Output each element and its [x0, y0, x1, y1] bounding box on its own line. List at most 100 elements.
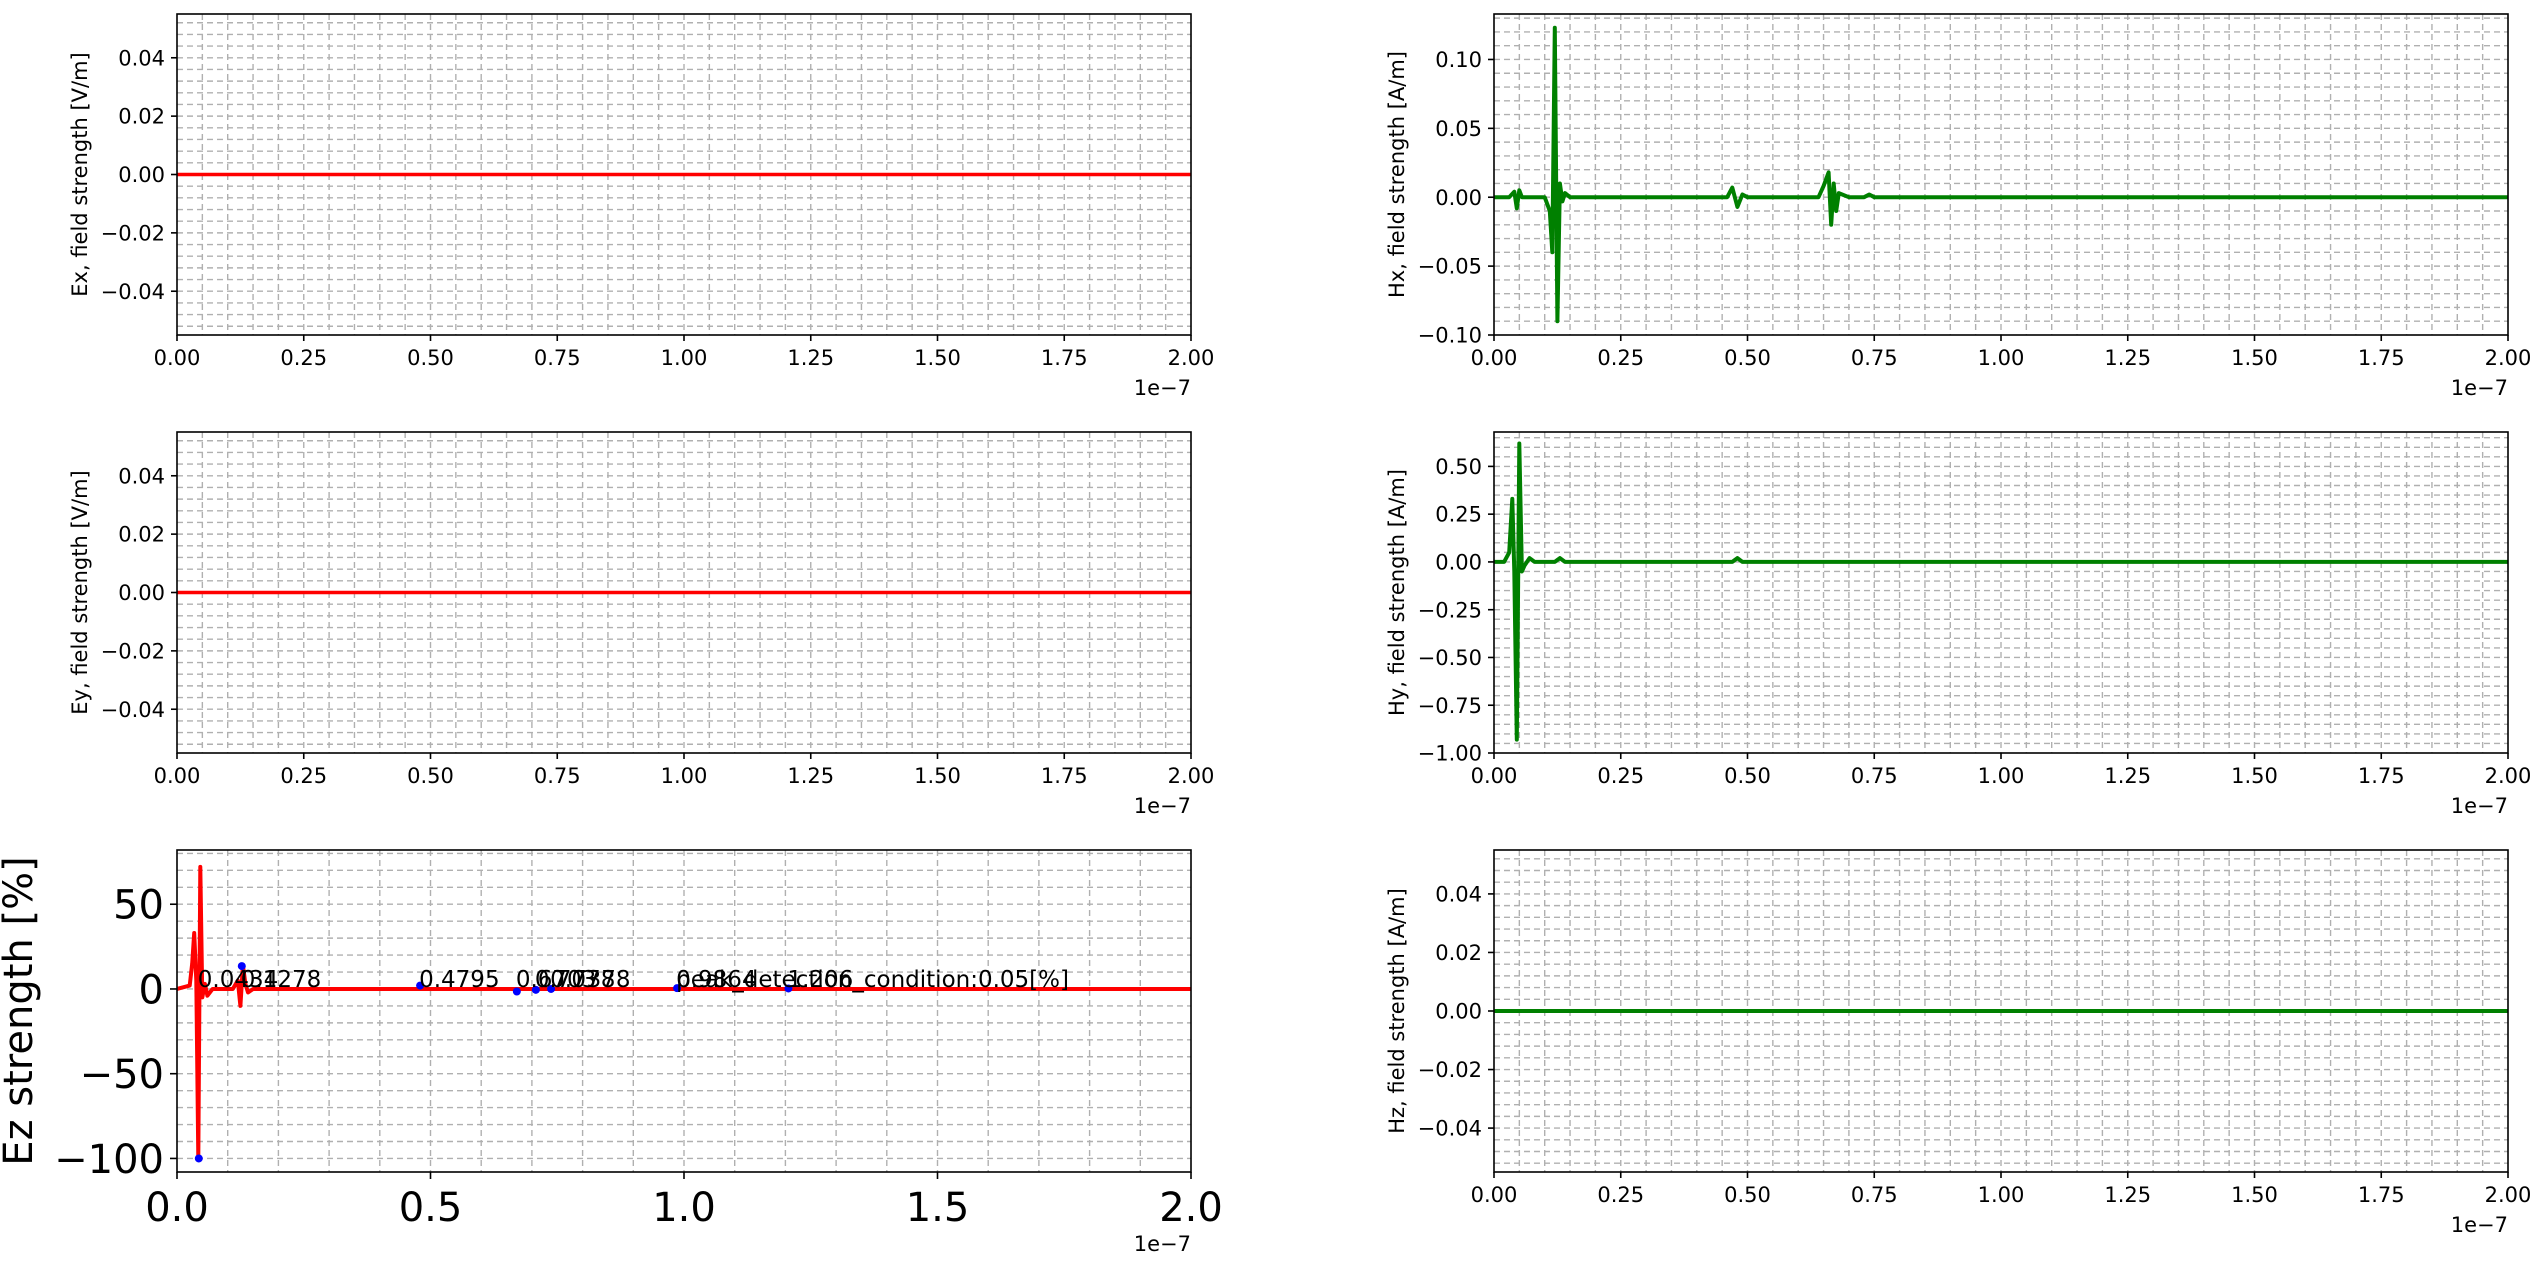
hy-x-tick-label: 2.00: [2485, 764, 2532, 788]
hy-y-tick-label: 0.50: [1435, 455, 1482, 479]
ey-x-tick-label: 2.00: [1168, 764, 1215, 788]
ex-y-axis-label: Ex, field strength [V/m]: [68, 52, 92, 296]
ez-peak-marker: [531, 985, 540, 994]
ez-x-tick-label: 1.0: [652, 1185, 716, 1231]
ez-series-line-0: [177, 864, 1191, 1161]
ex-x-tick-label: 1.00: [661, 346, 708, 370]
ez-peak-annotation: peak_detection_condition:0.05[%]: [676, 967, 1069, 993]
ey-x-tick-label: 0.00: [154, 764, 201, 788]
ey-x-offset-label: 1e−7: [1134, 794, 1191, 818]
hx-y-tick-label: 0.05: [1435, 117, 1482, 141]
ex-panel: 0.00 0.25 0.50 0.75 1.00 1.25 1.50 1.75 2.00 −0.0…: [68, 13, 1215, 400]
hz-x-tick-label: 1.75: [2358, 1183, 2405, 1207]
ez-peak-marker: [673, 984, 682, 993]
hx-panel: 0.00 0.25 0.50 0.75 1.00 1.25 1.50 1.75 2.00 −0.1…: [1385, 13, 2532, 400]
ex-x-tick-label: 2.00: [1168, 346, 1215, 370]
ex-y-tick-label: −0.04: [101, 280, 165, 304]
ey-y-tick-label: 0.02: [118, 523, 165, 547]
ex-x-tick-label: 1.75: [1041, 346, 1088, 370]
hx-x-tick-label: 2.00: [2485, 346, 2532, 370]
hy-y-tick-label: −1.00: [1418, 742, 1482, 766]
ex-x-tick-label: 1.50: [914, 346, 961, 370]
ez-peak-annotation: 0.9864: [676, 967, 756, 993]
ey-y-tick-label: −0.04: [101, 698, 165, 722]
hy-y-tick-label: −0.75: [1418, 694, 1482, 718]
hz-x-tick-label: 1.00: [1978, 1183, 2025, 1207]
ey-x-tick-label: 0.25: [280, 764, 327, 788]
ez-peak-annotation: 0.6703: [516, 967, 596, 993]
ex-y-tick-label: 0.02: [118, 105, 165, 129]
hx-y-tick-label: 0.10: [1435, 48, 1482, 72]
hy-y-tick-label: 0.00: [1435, 550, 1482, 574]
hy-series-line-0: [1494, 441, 2508, 742]
hx-y-tick-label: −0.10: [1418, 324, 1482, 348]
ey-x-tick-label: 0.75: [534, 764, 581, 788]
ex-x-offset-label: 1e−7: [1134, 376, 1191, 400]
ey-panel: 0.00 0.25 0.50 0.75 1.00 1.25 1.50 1.75 2.00 −0.0…: [68, 431, 1215, 818]
hx-series-line-0: [1494, 25, 2508, 324]
hz-x-tick-label: 0.25: [1597, 1183, 1644, 1207]
hz-y-tick-label: 0.00: [1435, 1000, 1482, 1024]
hz-x-tick-label: 0.75: [1851, 1183, 1898, 1207]
ez-peak-annotation: 0.4795: [419, 967, 499, 993]
hx-grid: [1494, 14, 2508, 335]
ey-x-tick-label: 1.50: [914, 764, 961, 788]
ey-y-tick-label: −0.02: [101, 639, 165, 663]
hy-x-tick-label: 1.75: [2358, 764, 2405, 788]
hy-x-tick-label: 1.50: [2231, 764, 2278, 788]
hz-y-tick-label: −0.02: [1418, 1058, 1482, 1082]
ez-peak-marker: [547, 984, 556, 993]
hy-x-tick-label: 0.75: [1851, 764, 1898, 788]
ez-x-tick-label: 0.5: [399, 1185, 463, 1231]
ez-peak-marker: [784, 984, 793, 993]
ez-peak-marker: [194, 1154, 203, 1163]
ey-x-tick-label: 1.75: [1041, 764, 1088, 788]
ey-x-tick-label: 1.00: [661, 764, 708, 788]
hz-x-tick-label: 0.50: [1724, 1183, 1771, 1207]
hz-x-tick-label: 2.00: [2485, 1183, 2532, 1207]
hy-y-axis-label: Hy, field strength [A/m]: [1385, 469, 1409, 716]
hx-x-tick-label: 1.75: [2358, 346, 2405, 370]
ex-y-tick-label: −0.02: [101, 221, 165, 245]
hx-x-tick-label: 0.50: [1724, 346, 1771, 370]
ez-x-tick-label: 1.5: [906, 1185, 970, 1231]
ez-peak-marker: [512, 987, 521, 996]
hy-y-tick-label: 0.25: [1435, 503, 1482, 527]
hx-x-tick-label: 0.00: [1471, 346, 1518, 370]
hy-x-tick-label: 0.25: [1597, 764, 1644, 788]
hy-panel: 0.00 0.25 0.50 0.75 1.00 1.25 1.50 1.75 2.00 −1.0…: [1385, 431, 2532, 818]
hz-x-tick-label: 0.00: [1471, 1183, 1518, 1207]
hx-x-offset-label: 1e−7: [2451, 376, 2508, 400]
ey-x-tick-label: 0.50: [407, 764, 454, 788]
hy-y-tick-label: −0.25: [1418, 598, 1482, 622]
ex-y-tick-label: 0.04: [118, 46, 165, 70]
ez-peak-annotation: 0.7378: [550, 967, 630, 993]
ez-y-tick-label: 0: [139, 967, 164, 1013]
hz-y-axis-label: Hz, field strength [A/m]: [1385, 888, 1409, 1134]
hz-y-tick-label: 0.02: [1435, 941, 1482, 965]
ez-peak-annotation: 0.1278: [241, 967, 321, 993]
ez-x-offset-label: 1e−7: [1134, 1232, 1191, 1256]
ex-y-tick-label: 0.00: [118, 163, 165, 187]
hx-y-tick-label: −0.05: [1418, 255, 1482, 279]
ex-x-tick-label: 0.75: [534, 346, 581, 370]
ex-x-tick-label: 0.50: [407, 346, 454, 370]
hx-y-tick-label: 0.00: [1435, 186, 1482, 210]
hy-grid: [1494, 432, 2508, 753]
hy-x-offset-label: 1e−7: [2451, 794, 2508, 818]
ey-y-tick-label: 0.00: [118, 581, 165, 605]
ex-x-tick-label: 0.00: [154, 346, 201, 370]
hx-x-tick-label: 1.00: [1978, 346, 2025, 370]
ey-x-tick-label: 1.25: [787, 764, 834, 788]
ez-peak-marker: [237, 962, 246, 971]
hy-x-tick-label: 0.00: [1471, 764, 1518, 788]
ey-y-tick-label: 0.04: [118, 464, 165, 488]
hz-x-offset-label: 1e−7: [2451, 1213, 2508, 1237]
hz-x-tick-label: 1.50: [2231, 1183, 2278, 1207]
ez-y-tick-label: −100: [54, 1137, 164, 1183]
hy-x-tick-label: 1.25: [2104, 764, 2151, 788]
ez-x-tick-label: 2.0: [1159, 1185, 1223, 1231]
hx-x-tick-label: 0.25: [1597, 346, 1644, 370]
